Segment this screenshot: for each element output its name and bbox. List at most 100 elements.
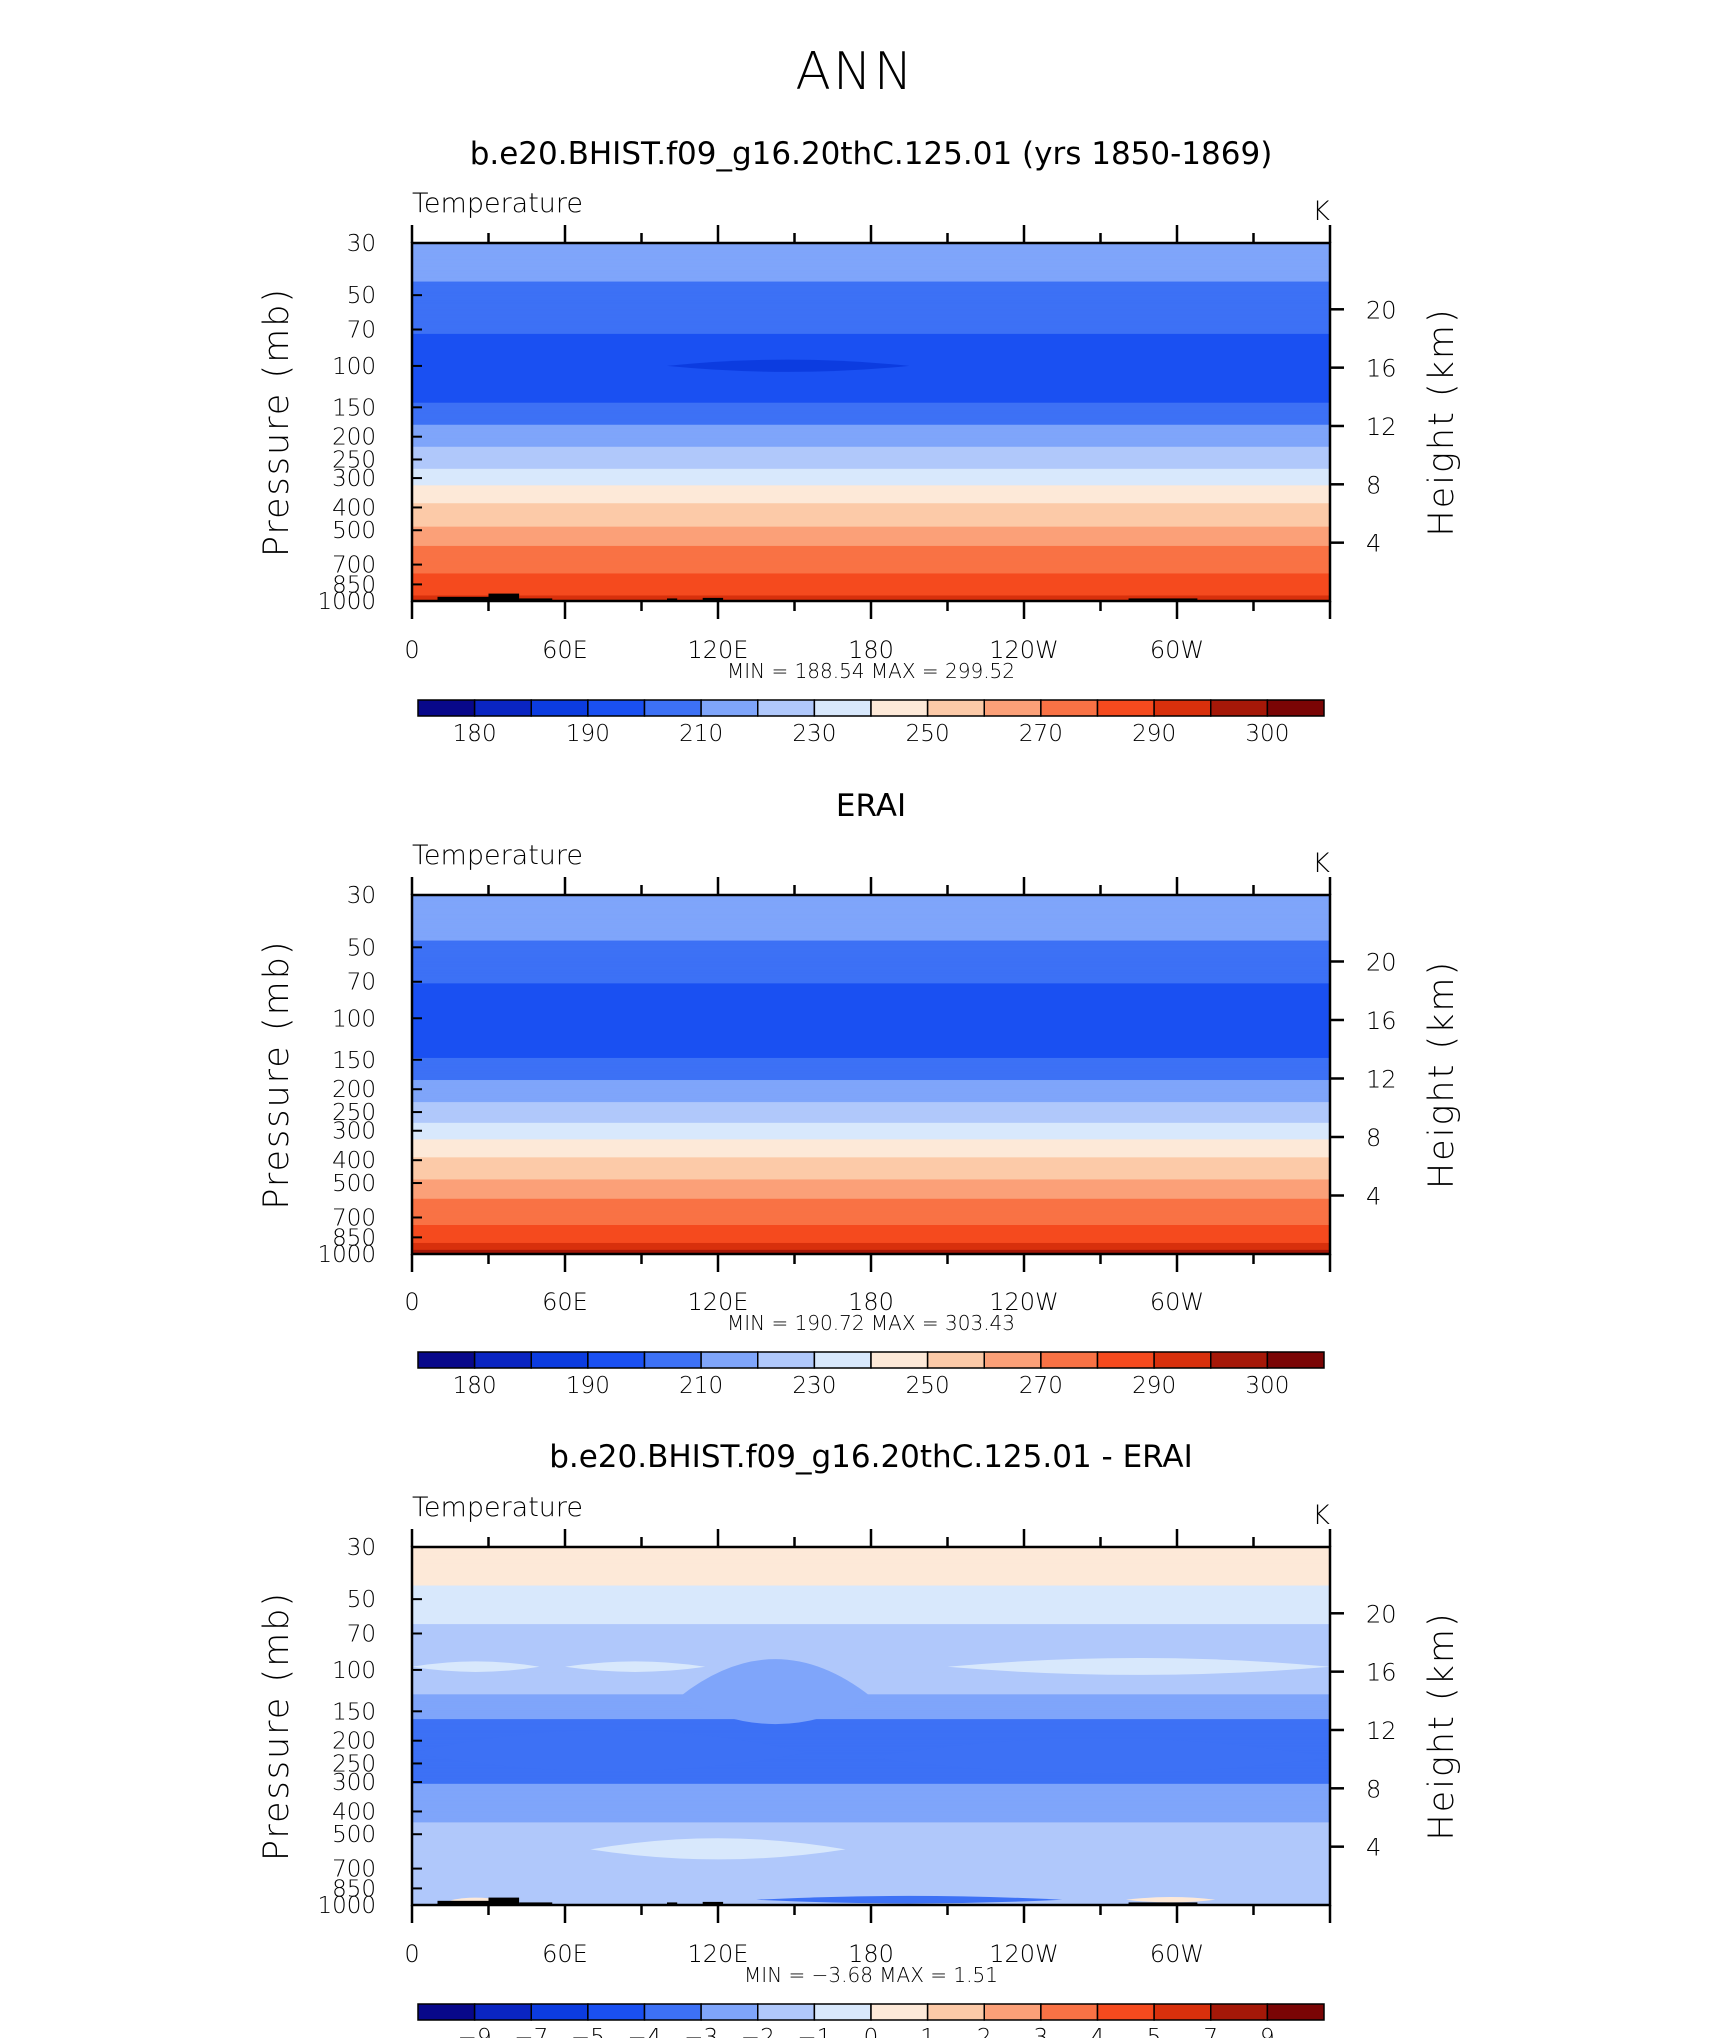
contour-band [412, 263, 1330, 266]
contour-band [412, 1719, 1330, 1722]
contour-band [412, 1848, 1330, 1851]
contour-band [412, 561, 1330, 564]
contour-band [412, 1135, 1330, 1138]
contour-band [412, 1219, 1330, 1222]
contour-band [412, 1126, 1330, 1130]
contour-band [412, 1226, 1330, 1229]
contour-band [412, 254, 1330, 257]
contour-band [412, 289, 1330, 292]
contour-band [412, 276, 1330, 279]
contour-band [412, 322, 1330, 326]
contour-band [412, 1618, 1330, 1621]
contour-band [412, 1179, 1330, 1182]
contour-band [412, 417, 1330, 421]
contour-band [412, 485, 1330, 488]
contour-band [412, 565, 1330, 568]
contour-band [412, 950, 1330, 953]
contour-band [412, 1144, 1330, 1148]
contour-band [412, 288, 1330, 291]
contour-band [412, 377, 1330, 381]
contour-band [412, 1139, 1330, 1142]
contour-feature [590, 1838, 846, 1860]
contour-band [412, 1635, 1330, 1638]
contour-band [412, 277, 1330, 280]
height-tick-label: 4 [1366, 1834, 1381, 1862]
contour-band [412, 896, 1330, 899]
contour-band [412, 424, 1330, 427]
contour-band [412, 1241, 1330, 1244]
contour-band [412, 587, 1330, 590]
contour-band [412, 991, 1330, 994]
contour-band [412, 499, 1330, 502]
contour-band [412, 589, 1330, 593]
contour-band [412, 925, 1330, 928]
contour-feature [412, 1729, 808, 1772]
contour-band [412, 445, 1330, 448]
contour-band [412, 1606, 1330, 1609]
contour-band [412, 1854, 1330, 1857]
contour-band [412, 1242, 1330, 1246]
contour-band [412, 1834, 1330, 1837]
pressure-tick-label: 400 [332, 495, 376, 521]
contour-band [412, 1191, 1330, 1195]
contour-band [412, 1690, 1330, 1693]
contour-band [412, 948, 1330, 952]
colorbar-box [700, 1351, 759, 1369]
contour-band [412, 461, 1330, 465]
contour-band [412, 1128, 1330, 1131]
contour-band [412, 928, 1330, 931]
colorbar-box [926, 1351, 985, 1369]
contour-band [412, 1874, 1330, 1877]
contour-band [412, 517, 1330, 520]
contour-band [412, 1759, 1330, 1762]
contour-band [412, 433, 1330, 436]
contour-band [412, 1560, 1330, 1563]
contour-band [412, 1833, 1330, 1836]
contour-band [412, 1775, 1330, 1778]
contour-band [412, 1650, 1330, 1653]
colorbar-label: 290 [1132, 1373, 1176, 1399]
longitude-tick-label: 60W [1150, 1940, 1204, 1968]
contour-feature [667, 359, 910, 372]
contour-band [412, 1713, 1330, 1716]
contour-band [412, 1110, 1330, 1113]
colorbar-box [813, 1351, 872, 1369]
colorbar-box [1040, 1351, 1099, 1369]
contour-band [412, 1048, 1330, 1051]
contour-band [412, 1792, 1330, 1795]
colorbar-box [1210, 1351, 1269, 1369]
contour-band [412, 394, 1330, 397]
contour-band [412, 398, 1330, 401]
contour-band [412, 1589, 1330, 1592]
colorbar-box [530, 699, 589, 717]
colorbar-box [643, 699, 702, 717]
contour-band [412, 419, 1330, 422]
contour-band [412, 248, 1330, 251]
contour-band [412, 951, 1330, 954]
contour-band [412, 405, 1330, 408]
contour-band [412, 406, 1330, 410]
contour-band [412, 543, 1330, 546]
contour-band [412, 1570, 1330, 1573]
contour-band [412, 477, 1330, 480]
contour-band [412, 1665, 1330, 1668]
colorbar-box [643, 2003, 702, 2021]
contour-band [412, 1757, 1330, 1760]
colorbar-box [926, 699, 985, 717]
contour-band [412, 1727, 1330, 1730]
contour-band [412, 387, 1330, 390]
contour-band [412, 908, 1330, 911]
contour-band [412, 1563, 1330, 1566]
contour-band [412, 1786, 1330, 1789]
contour-band [412, 1818, 1330, 1821]
contour-band [412, 1714, 1330, 1718]
contour-band [412, 481, 1330, 484]
contour-band [412, 1121, 1330, 1124]
contour-band [412, 408, 1330, 411]
contour-band [412, 1109, 1330, 1112]
contour-band [412, 369, 1330, 372]
height-tick-label: 20 [1366, 1600, 1397, 1628]
contour-band [412, 361, 1330, 364]
contour-band [412, 1626, 1330, 1630]
contour-band [412, 1675, 1330, 1678]
